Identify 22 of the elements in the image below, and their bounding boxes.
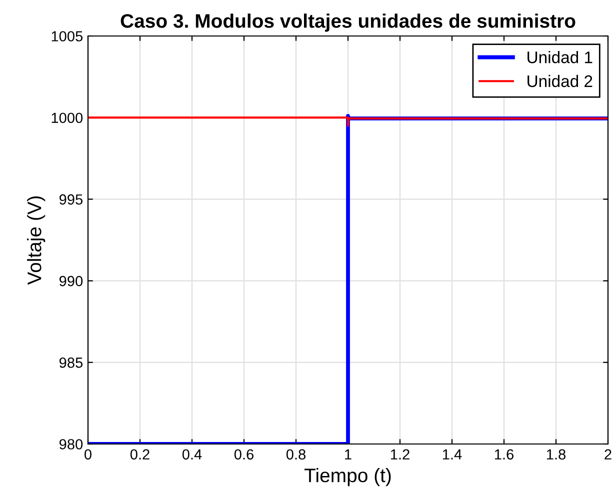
y-tick-label: 985 <box>59 358 83 368</box>
x-tick-label: 0.6 <box>234 449 254 460</box>
y-axis-title: Voltaje (V) <box>27 196 46 285</box>
y-tick-label: 990 <box>59 276 83 286</box>
chart-title: Caso 3. Modulos voltajes unidades de suministro <box>120 14 576 32</box>
legend-label: Unidad 2 <box>528 74 592 88</box>
y-tick-label: 995 <box>59 194 83 205</box>
x-tick-label: 1.8 <box>546 449 566 460</box>
x-tick-label: 0.4 <box>182 449 202 460</box>
x-tick-label: 1 <box>345 449 352 460</box>
legend-label: Unidad 1 <box>528 51 592 64</box>
x-tick-label: 1.4 <box>442 449 462 460</box>
x-tick-label: 0.8 <box>286 449 306 460</box>
x-tick-label: 1.2 <box>390 449 410 460</box>
y-tick-label: 1000 <box>52 112 83 124</box>
x-axis-title: Tiempo (t) <box>304 468 391 486</box>
x-tick-label: 0 <box>84 449 92 460</box>
x-tick-label: 2 <box>604 449 612 460</box>
x-tick-label: 0.2 <box>130 449 150 460</box>
y-tick-label: 980 <box>59 439 83 450</box>
y-tick-label: 1005 <box>52 31 83 42</box>
x-tick-label: 1.6 <box>494 449 514 460</box>
